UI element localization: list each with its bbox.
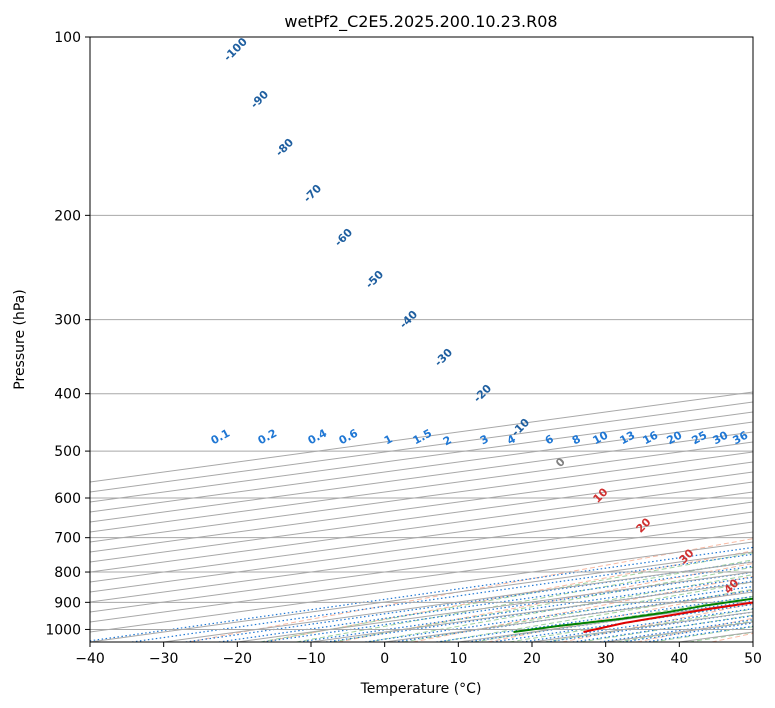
- mixing-ratio-label: 0.6: [337, 426, 361, 447]
- x-axis-label: Temperature (°C): [360, 681, 482, 697]
- y-tick-label: 400: [54, 387, 81, 403]
- x-tick-label: 20: [523, 651, 541, 667]
- mixing-ratio-label: 6: [543, 432, 556, 447]
- isotherm-line: [531, 611, 753, 642]
- moist-adiabat-label: -50: [363, 268, 386, 291]
- y-tick-label: 600: [54, 491, 81, 507]
- moist-adiabat-label: -40: [397, 308, 420, 331]
- mixing-ratio-label: 20: [665, 428, 685, 447]
- moist-adiabat-line: [689, 631, 753, 642]
- dry-adiabat-label: 20: [634, 515, 654, 535]
- isotherm-line: [90, 481, 753, 573]
- mixing-ratio-label: 0.1: [209, 427, 232, 448]
- moist-adiabat-label: -90: [248, 88, 271, 111]
- moist-adiabat-line: [544, 608, 753, 642]
- mixing-ratio-label: 10: [591, 428, 611, 447]
- axis-ticks: −40 −30 −20 −10 0 10 20 30 40 50 1000 900 800 700 600 5…: [45, 30, 762, 667]
- x-tick-label: 0: [380, 651, 389, 667]
- mixing-ratio-label: 1: [382, 432, 395, 447]
- x-tick-label: −10: [296, 651, 326, 667]
- mixing-ratio-label: 13: [618, 429, 638, 448]
- mixing-ratio-label: 16: [641, 428, 661, 447]
- moist-adiabat-label: -80: [273, 136, 296, 159]
- y-tick-label: 900: [54, 595, 81, 611]
- moist-adiabat-line: [403, 581, 753, 642]
- sounding-traces: [513, 597, 753, 633]
- moist-adiabat-line: [332, 566, 753, 642]
- moist-adiabat-label: -100: [221, 35, 250, 64]
- mixing-ratio-label: 0.2: [256, 427, 279, 448]
- x-tick-label: 30: [597, 651, 615, 667]
- moist-adiabat-line: [652, 626, 753, 642]
- isotherm-line: [90, 531, 753, 623]
- moist-adiabat-line: [367, 574, 753, 642]
- isotherm-line: [90, 491, 753, 583]
- y-tick-label: 500: [54, 444, 81, 460]
- dry-adiabat-line: [338, 562, 753, 642]
- isotherm-line: [90, 501, 753, 593]
- isotherm-line: [90, 551, 753, 642]
- y-tick-label: 800: [54, 565, 81, 581]
- mixing-ratio-label: 30: [711, 428, 731, 447]
- x-tick-label: 10: [449, 651, 467, 667]
- chart-title: wetPf2_C2E5.2025.200.10.23.R08: [284, 12, 557, 32]
- mixing-ratio-label: 3: [478, 432, 491, 447]
- isotherm-line: [90, 511, 753, 603]
- dry-adiabat-line: [487, 589, 753, 642]
- y-axis-label: Pressure (hPa): [12, 289, 28, 389]
- x-tick-label: −20: [223, 651, 253, 667]
- y-tick-label: 100: [54, 30, 81, 46]
- adiabat-labels: -100-90-80-70-60-50-40-30-20-100.1 0.2 0.4…: [209, 35, 751, 597]
- x-tick-label: 40: [670, 651, 688, 667]
- mixing-ratio-label: 1.5: [411, 427, 434, 448]
- moist-adiabat-label: -70: [301, 182, 324, 205]
- plot-frame: [89, 36, 754, 643]
- dry-adiabat-line: [263, 550, 753, 642]
- isotherm-line: [752, 641, 753, 642]
- y-tick-label: 1000: [45, 622, 81, 638]
- mixing-ratio-label: 25: [690, 429, 710, 448]
- moist-adiabat-label: -60: [332, 226, 355, 249]
- isotherm-line: [90, 541, 753, 633]
- y-tick-label: 700: [54, 531, 81, 547]
- isotherm-line: [90, 451, 753, 543]
- isotherm-line: [90, 521, 753, 613]
- dewpoint-trace: [513, 597, 753, 633]
- dry-adiabat-line: [562, 603, 753, 642]
- y-tick-label: 200: [54, 208, 81, 224]
- moist-adiabat-label: -20: [471, 382, 494, 405]
- isotherm-line: [90, 471, 753, 563]
- dry-adiabat-line: [636, 617, 753, 642]
- isotherm-line: [679, 631, 753, 642]
- mixing-ratio-line: [365, 585, 753, 642]
- dry-adiabat-line: [711, 632, 753, 642]
- isotherm-line: [310, 581, 753, 642]
- isotherm-line: [90, 461, 753, 553]
- background-lines: [90, 37, 753, 642]
- mixing-ratio-line: [90, 546, 753, 642]
- moist-adiabat-line: [260, 552, 753, 642]
- dry-adiabat-label: 10: [591, 485, 611, 505]
- mixing-ratio-line: [326, 580, 753, 642]
- x-tick-label: −40: [75, 651, 105, 667]
- y-tick-label: 300: [54, 313, 81, 329]
- isotherm-line: [384, 591, 753, 642]
- moist-adiabat-line: [473, 595, 753, 642]
- x-tick-label: −30: [149, 651, 179, 667]
- mixing-ratio-label: 0.4: [306, 426, 330, 447]
- x-tick-label: 50: [744, 651, 762, 667]
- temperature-trace: [583, 601, 753, 633]
- mixing-ratio-line: [436, 595, 753, 642]
- mixing-ratio-label: 2: [441, 433, 454, 448]
- moist-adiabat-line: [509, 602, 753, 642]
- moist-adiabat-label: -30: [432, 346, 455, 369]
- mixing-ratio-label: 36: [731, 428, 751, 447]
- dry-adiabat-line: [412, 575, 753, 642]
